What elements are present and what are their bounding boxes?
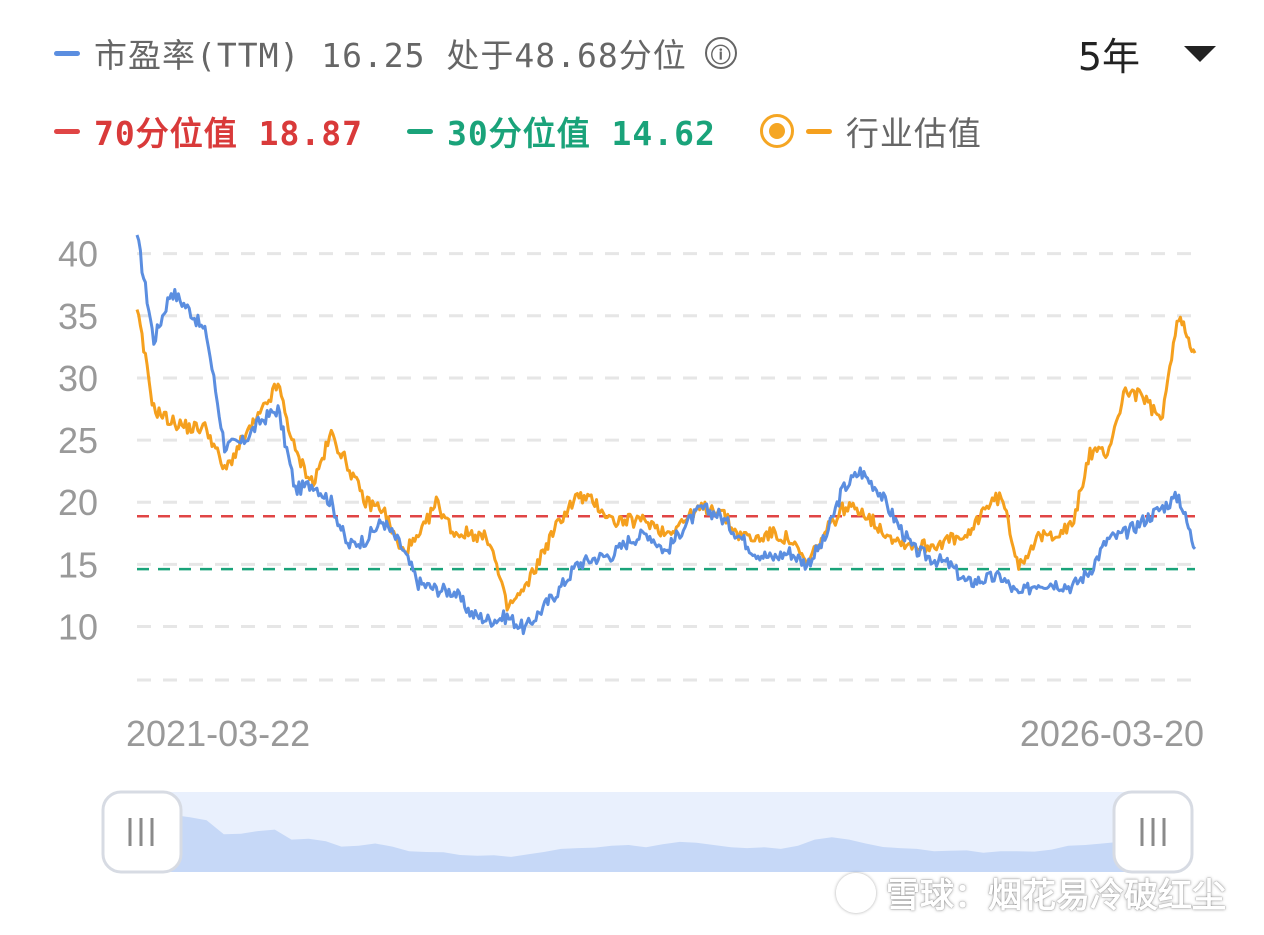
y-tick-label: 20 xyxy=(58,482,98,523)
watermark: 雪球：烟花易冷破红尘 xyxy=(836,868,1226,917)
p30-legend-swatch xyxy=(406,128,433,134)
industry-toggle-icon[interactable] xyxy=(759,114,794,148)
x-axis: 2021-03-22 2026-03-20 xyxy=(126,713,1204,754)
legend-row-pe: 市盈率(TTM) 16.25 处于48.68分位 ⓘ xyxy=(54,28,737,78)
grid xyxy=(137,252,1195,682)
legend-row-levels: 70分位值 18.87 30分位值 14.62 行业估值 xyxy=(54,106,982,156)
navigator-left-handle[interactable] xyxy=(101,790,183,874)
range-navigator xyxy=(101,790,1194,874)
y-axis: 10 15 20 25 30 35 40 xyxy=(58,234,98,648)
navigator-area xyxy=(140,808,1152,872)
x-start-label: 2021-03-22 xyxy=(126,713,310,754)
y-tick-label: 10 xyxy=(58,607,98,648)
p70-legend-swatch xyxy=(54,128,80,134)
pe-legend-swatch xyxy=(54,50,80,56)
watermark-text: 雪球：烟花易冷破红尘 xyxy=(886,876,1226,916)
y-tick-label: 40 xyxy=(58,234,98,275)
industry-legend-swatch xyxy=(805,128,832,134)
p30-legend-label[interactable]: 30分位值 14.62 xyxy=(446,114,716,153)
chevron-down-icon xyxy=(1184,45,1216,62)
pe-series-line xyxy=(135,234,1197,636)
reference-lines xyxy=(137,515,1195,571)
y-tick-label: 15 xyxy=(58,544,98,585)
x-end-label: 2026-03-20 xyxy=(1020,713,1204,754)
y-tick-label: 25 xyxy=(58,420,98,461)
xueqiu-logo-icon xyxy=(836,872,876,913)
navigator-right-handle[interactable] xyxy=(1112,790,1194,874)
p70-legend-label[interactable]: 70分位值 18.87 xyxy=(94,114,363,153)
pe-legend-label: 市盈率(TTM) 16.25 处于48.68分位 xyxy=(94,36,687,75)
y-tick-label: 30 xyxy=(58,358,98,399)
y-tick-label: 35 xyxy=(58,296,98,337)
period-selector-value: 5年 xyxy=(1077,35,1140,79)
info-icon[interactable]: ⓘ xyxy=(704,37,737,69)
period-selector[interactable]: 5年 xyxy=(1078,26,1216,81)
industry-legend-label[interactable]: 行业估值 xyxy=(845,114,982,153)
series xyxy=(135,234,1197,636)
